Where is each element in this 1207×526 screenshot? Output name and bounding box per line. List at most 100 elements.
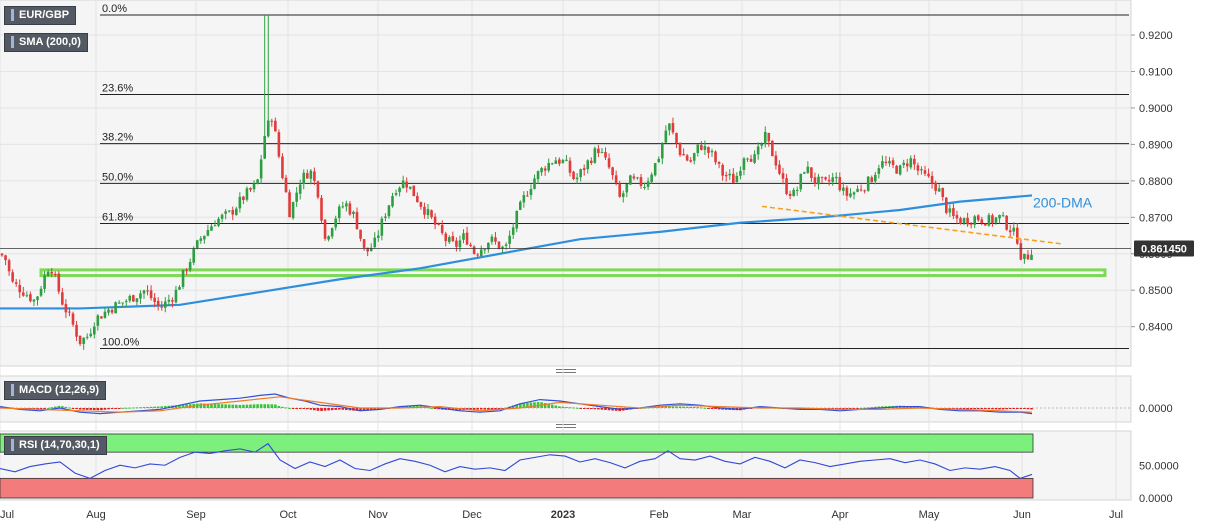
macd-histogram-bar xyxy=(842,408,845,410)
candle-body xyxy=(458,240,462,248)
candle-body xyxy=(962,218,966,224)
macd-histogram-bar xyxy=(316,408,320,411)
macd-histogram-bar xyxy=(604,408,607,410)
candle-body xyxy=(203,235,206,240)
candle-body xyxy=(387,205,391,217)
macd-histogram-bar xyxy=(377,408,380,410)
candle-body xyxy=(692,153,696,161)
fib-level-label: 23.6% xyxy=(102,82,133,94)
macd-histogram-bar xyxy=(85,408,89,410)
candle-body xyxy=(114,302,117,314)
macd-histogram-bar xyxy=(497,408,501,410)
fib-level-label: 38.2% xyxy=(102,132,133,144)
candle-body xyxy=(611,167,614,176)
candle-body xyxy=(291,202,295,219)
candle-body xyxy=(831,177,834,182)
macd-histogram-bar xyxy=(263,404,266,408)
candle-body xyxy=(842,187,845,191)
macd-histogram-bar xyxy=(856,408,859,409)
candle-body xyxy=(849,193,852,197)
candle-body xyxy=(1008,230,1012,233)
macd-histogram-bar xyxy=(668,406,671,408)
candle-body xyxy=(700,145,703,150)
macd-histogram-bar xyxy=(962,408,966,410)
macd-histogram-bar xyxy=(266,404,270,408)
x-tick-label: Nov xyxy=(368,509,388,521)
candle-body xyxy=(621,193,625,197)
macd-histogram-bar xyxy=(43,408,46,409)
candle-body xyxy=(497,241,501,249)
macd-histogram-bar xyxy=(249,404,252,408)
candle-body xyxy=(728,173,732,176)
candle-body xyxy=(153,297,156,302)
candle-body xyxy=(778,164,781,174)
candle-body xyxy=(881,161,884,168)
candle-body xyxy=(866,176,870,191)
candle-body xyxy=(685,155,689,161)
macd-histogram-bar xyxy=(50,407,53,409)
x-tick-label: Jul xyxy=(0,509,14,521)
macd-histogram-bar xyxy=(149,406,153,408)
macd-histogram-bar xyxy=(121,407,124,409)
candle-body xyxy=(550,163,554,165)
candle-body xyxy=(923,170,927,174)
candle-body xyxy=(657,158,661,163)
candle-body xyxy=(25,295,29,297)
candle-body xyxy=(976,215,980,221)
macd-histogram-bar xyxy=(277,405,281,408)
candle-body xyxy=(937,188,941,192)
macd-histogram-bar xyxy=(117,408,121,409)
candle-body xyxy=(110,309,114,313)
sma-badge: SMA (200,0) xyxy=(4,33,88,52)
candle-body xyxy=(284,177,288,193)
macd-histogram-bar xyxy=(582,408,586,409)
macd-histogram-bar xyxy=(306,408,309,410)
candle-body xyxy=(149,290,153,299)
candle-body xyxy=(590,160,593,163)
macd-histogram-bar xyxy=(710,408,714,409)
macd-histogram-bar xyxy=(692,407,696,409)
candle-body xyxy=(888,160,891,164)
macd-histogram-bar xyxy=(71,408,75,409)
candle-body xyxy=(455,240,458,247)
candle-body xyxy=(476,254,479,256)
macd-pane xyxy=(0,375,1132,423)
macd-histogram-bar xyxy=(472,408,476,410)
macd-histogram-bar xyxy=(437,408,440,410)
macd-histogram-bar xyxy=(355,408,359,411)
support-zone xyxy=(39,268,1107,278)
macd-histogram-bar xyxy=(682,406,685,408)
candle-body xyxy=(870,177,874,183)
candle-body xyxy=(465,232,469,245)
macd-histogram-bar xyxy=(57,405,61,408)
macd-histogram-bar xyxy=(543,403,547,408)
candle-body xyxy=(405,181,408,188)
candle-body xyxy=(43,275,46,289)
candle-body xyxy=(259,159,263,179)
candle-body xyxy=(462,233,465,240)
candle-body xyxy=(61,292,64,305)
macd-badge: MACD (12,26,9) xyxy=(4,381,107,400)
series-swatch xyxy=(11,9,14,21)
candle-body xyxy=(810,167,813,178)
candle-body xyxy=(22,292,25,296)
macd-histogram-bar xyxy=(82,408,85,410)
candle-body xyxy=(46,271,50,277)
candle-body xyxy=(32,299,36,302)
macd-histogram-bar xyxy=(107,408,110,410)
candle-body xyxy=(895,165,898,174)
macd-histogram-bar xyxy=(284,407,288,409)
macd-histogram-bar xyxy=(46,407,50,409)
macd-histogram-bar xyxy=(845,408,849,410)
candle-body xyxy=(103,311,107,318)
macd-histogram-bar xyxy=(519,403,522,408)
candle-body xyxy=(29,294,32,302)
macd-histogram-bar xyxy=(68,407,71,409)
candle-body xyxy=(529,189,533,196)
macd-histogram-bar xyxy=(490,408,494,410)
rsi-y-tick-label: 50.0000 xyxy=(1139,460,1179,472)
macd-histogram-bar xyxy=(714,408,717,410)
y-tick-label: 0.8400 xyxy=(1139,322,1173,334)
candle-body xyxy=(306,173,309,179)
candle-body xyxy=(948,208,952,213)
